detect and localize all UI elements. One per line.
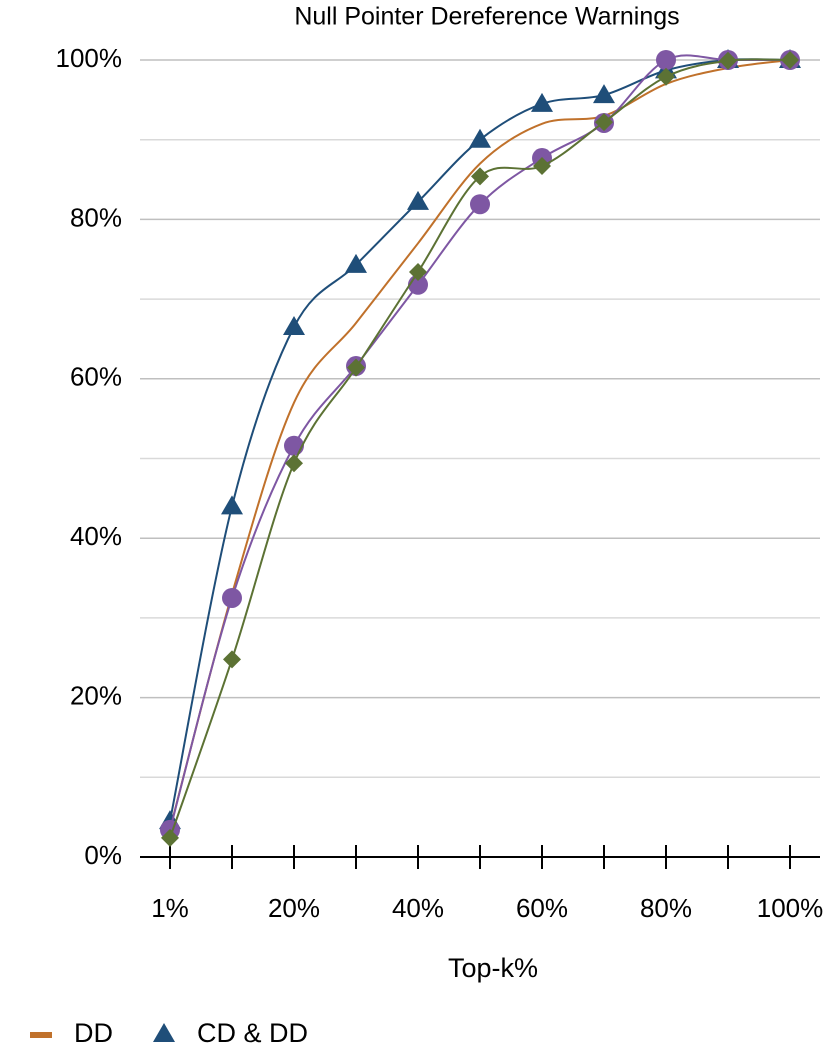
marker <box>531 92 553 112</box>
x-tick-label: 60% <box>516 893 568 923</box>
marker <box>221 495 243 515</box>
marker <box>595 113 613 132</box>
marker <box>719 51 737 70</box>
marker <box>285 454 303 473</box>
x-tick-label: 100% <box>757 893 824 923</box>
marker <box>533 157 551 176</box>
y-tick-label: 80% <box>70 202 122 232</box>
x-tick-label: 20% <box>268 893 320 923</box>
legend-label: DD <box>74 1018 113 1048</box>
y-tick-label: 20% <box>70 680 122 710</box>
marker <box>283 315 305 335</box>
marker <box>657 67 675 86</box>
y-tick-label: 40% <box>70 521 122 551</box>
marker <box>409 263 427 282</box>
x-tick-label: 80% <box>640 893 692 923</box>
y-tick-label: 100% <box>56 43 123 73</box>
marker <box>347 358 365 377</box>
marker <box>781 51 799 69</box>
marker <box>407 190 429 210</box>
marker <box>469 128 491 148</box>
marker <box>223 650 241 669</box>
legend-label: CD & DD <box>197 1018 308 1048</box>
x-tick-label: 40% <box>392 893 444 923</box>
marker <box>161 828 179 847</box>
marker <box>470 194 490 215</box>
marker <box>222 587 242 608</box>
legend-swatch <box>30 1032 52 1038</box>
marker <box>284 435 304 456</box>
x-tick-label: 1% <box>151 893 189 923</box>
marker <box>593 84 615 104</box>
y-tick-label: 0% <box>84 840 122 870</box>
marker <box>471 167 489 186</box>
marker <box>656 50 676 70</box>
y-tick-label: 60% <box>70 362 122 392</box>
chart-title: Null Pointer Dereference Warnings <box>294 3 679 31</box>
x-axis-label: Top-k% <box>448 953 538 983</box>
marker <box>345 253 367 273</box>
legend-marker <box>153 1023 175 1042</box>
